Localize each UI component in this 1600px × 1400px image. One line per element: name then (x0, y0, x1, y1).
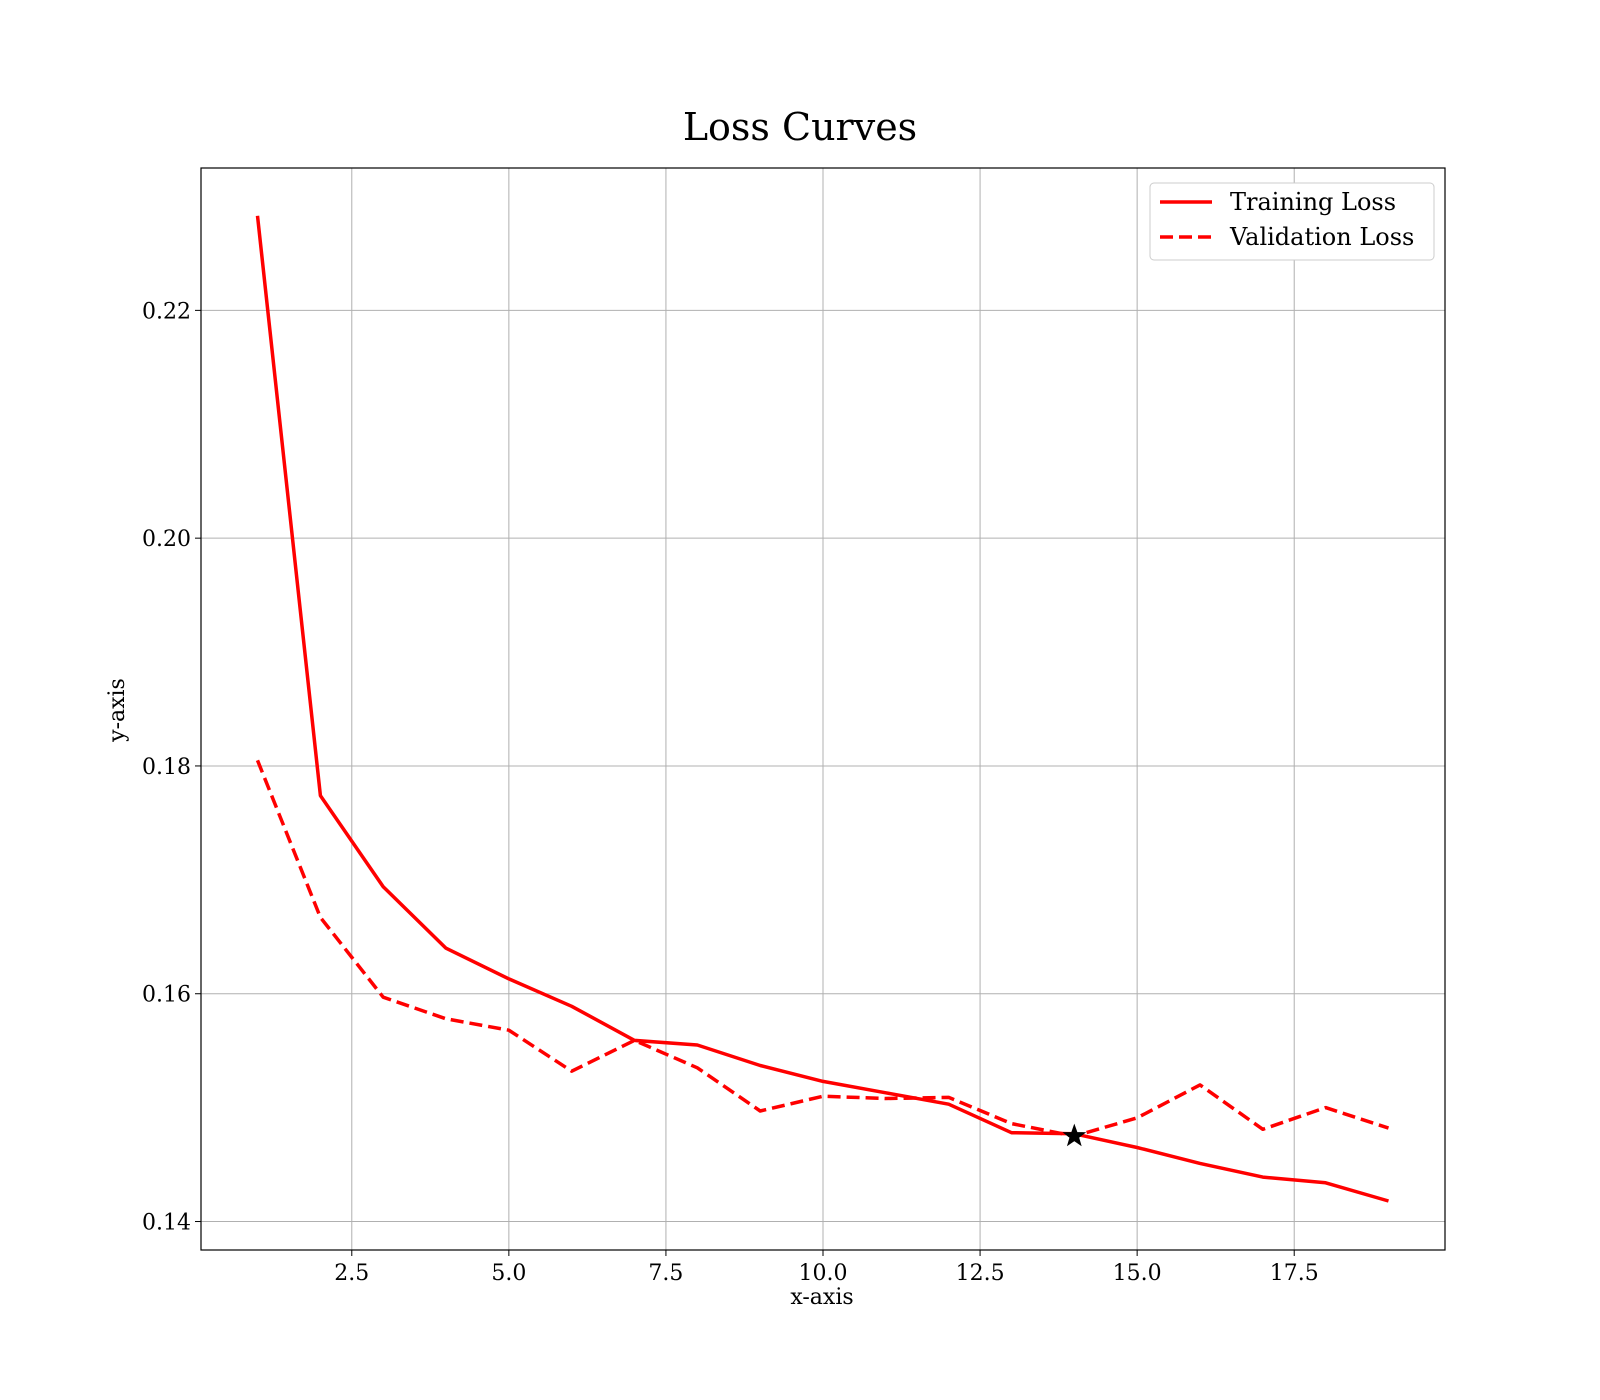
y-ticks: 0.14 0.16 0.18 0.20 0.22 (142, 299, 201, 1236)
x-tick-label: 12.5 (956, 1261, 1005, 1286)
validation-loss-line (255, 759, 1390, 1138)
legend: Training Loss Validation Loss (1149, 182, 1435, 261)
legend-box (1149, 182, 1435, 261)
marker-layer (1062, 1123, 1087, 1147)
legend-training-label: Training Loss (1230, 188, 1396, 216)
y-tick-label: 0.18 (142, 755, 191, 780)
y-axis-label: y-axis (105, 678, 130, 743)
y-tick-label: 0.20 (142, 527, 191, 552)
y-tick-label: 0.16 (142, 983, 191, 1008)
y-tick-label: 0.22 (142, 299, 191, 324)
x-tick-label: 15.0 (1113, 1261, 1162, 1286)
legend-validation-label: Validation Loss (1229, 223, 1414, 251)
best-epoch-star-marker (1062, 1123, 1087, 1147)
grid (201, 168, 1445, 1250)
y-tick-label: 0.14 (142, 1211, 191, 1236)
training-loss-line (255, 215, 1389, 1203)
x-tick-label: 7.5 (648, 1261, 683, 1286)
x-tick-label: 2.5 (334, 1261, 369, 1286)
x-tick-label: 10.0 (799, 1261, 848, 1286)
x-axis-label: x-axis (790, 1285, 853, 1310)
series-layer (255, 215, 1390, 1203)
chart-title: Loss Curves (683, 105, 917, 149)
x-tick-label: 17.5 (1270, 1261, 1319, 1286)
x-tick-label: 5.0 (491, 1261, 526, 1286)
x-ticks: 2.5 5.0 7.5 10.0 12.5 15.0 17.5 (334, 1250, 1319, 1286)
